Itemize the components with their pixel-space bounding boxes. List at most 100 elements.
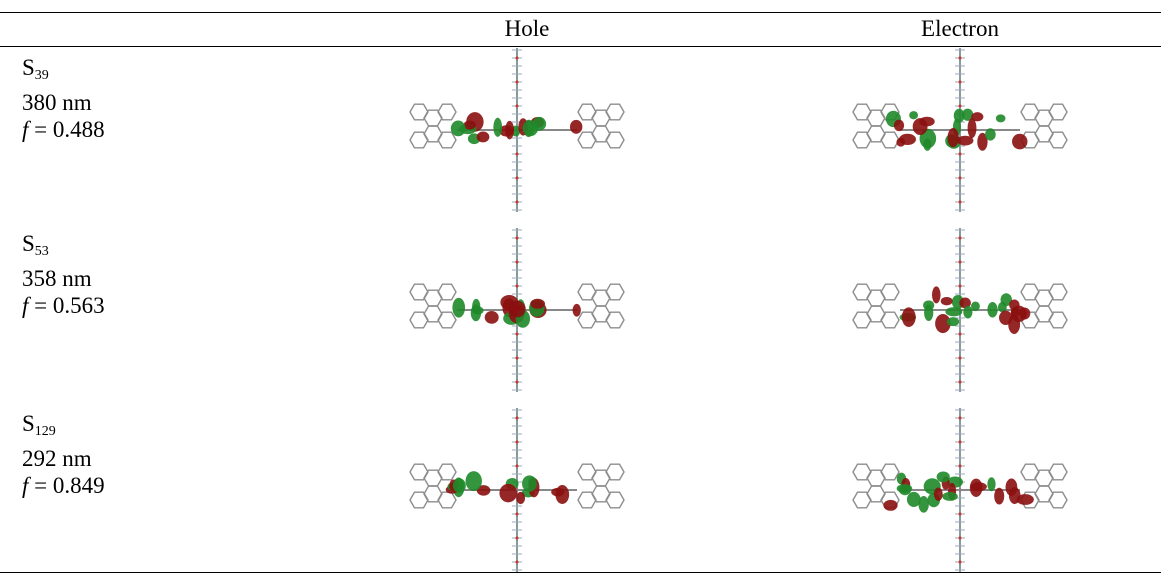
- ring: [867, 290, 885, 306]
- lobe: [923, 138, 931, 150]
- lobe: [452, 298, 465, 318]
- ring: [1035, 290, 1053, 306]
- atom: [959, 153, 962, 156]
- atom: [959, 561, 962, 564]
- atom: [516, 285, 519, 288]
- lobe: [1019, 307, 1030, 319]
- lobe: [957, 136, 973, 146]
- lobe: [499, 484, 517, 502]
- oscillator-value: = 0.563: [34, 293, 104, 318]
- ring: [438, 104, 456, 120]
- atom: [516, 201, 519, 204]
- lobe: [963, 306, 972, 319]
- page: Hole Electron S39380 nmf = 0.488S53358 n…: [0, 0, 1161, 574]
- ring: [1035, 470, 1053, 486]
- state-subscript: 53: [35, 244, 49, 259]
- ring: [578, 284, 596, 300]
- ring: [853, 492, 871, 508]
- oscillator-strength: f = 0.849: [22, 472, 105, 499]
- orbital-images: [0, 0, 1161, 574]
- ring: [410, 492, 428, 508]
- lobe: [530, 299, 545, 309]
- wavelength: 292 nm: [22, 445, 105, 472]
- atom: [516, 333, 519, 336]
- lobe: [897, 484, 913, 493]
- row-label: S53358 nmf = 0.563: [22, 230, 105, 319]
- ring: [410, 104, 428, 120]
- ring: [867, 486, 885, 502]
- ring: [438, 132, 456, 148]
- lobe: [902, 307, 916, 327]
- ring: [606, 312, 624, 328]
- lobe: [909, 111, 918, 119]
- ring: [424, 110, 442, 126]
- atom: [516, 465, 519, 468]
- ring: [438, 492, 456, 508]
- lobe: [471, 304, 481, 321]
- ring: [1049, 284, 1067, 300]
- state: S39: [22, 54, 105, 89]
- oscillator-symbol: f: [22, 473, 28, 498]
- state-letter: S: [22, 55, 35, 80]
- ring: [578, 312, 596, 328]
- lobe: [493, 118, 502, 137]
- atom: [959, 105, 962, 108]
- ring: [424, 126, 442, 142]
- ring: [592, 306, 610, 322]
- state-letter: S: [22, 411, 35, 436]
- ring: [410, 464, 428, 480]
- ring: [867, 110, 885, 126]
- atom: [959, 417, 962, 420]
- atom: [516, 153, 519, 156]
- atom: [516, 81, 519, 84]
- ring: [867, 470, 885, 486]
- ring: [578, 104, 596, 120]
- atom: [516, 441, 519, 444]
- ring: [1049, 312, 1067, 328]
- lobe: [971, 301, 980, 311]
- ring: [592, 110, 610, 126]
- lobe: [971, 482, 987, 491]
- lobe: [466, 471, 482, 491]
- lobe: [516, 492, 525, 504]
- ring: [853, 312, 871, 328]
- lobe: [509, 301, 526, 318]
- ring: [1049, 464, 1067, 480]
- atom: [959, 81, 962, 84]
- ring: [867, 126, 885, 142]
- state-subscript: 39: [35, 68, 49, 83]
- oscillator-strength: f = 0.488: [22, 116, 105, 143]
- lobe: [996, 114, 1006, 122]
- lobe: [485, 311, 499, 324]
- atom: [959, 333, 962, 336]
- ring: [1049, 104, 1067, 120]
- atom: [959, 57, 962, 60]
- atom: [516, 561, 519, 564]
- ring: [606, 132, 624, 148]
- state-letter: S: [22, 231, 35, 256]
- lobe: [941, 297, 953, 305]
- ring: [606, 464, 624, 480]
- atom: [959, 177, 962, 180]
- ring: [853, 284, 871, 300]
- ring: [438, 312, 456, 328]
- lobe: [918, 496, 928, 513]
- atom: [959, 357, 962, 360]
- lobe: [934, 487, 943, 500]
- ring: [578, 464, 596, 480]
- lobe: [477, 131, 490, 142]
- ring: [424, 470, 442, 486]
- ring: [1035, 306, 1053, 322]
- oscillator-strength: f = 0.563: [22, 292, 105, 319]
- atom: [959, 261, 962, 264]
- ring: [1049, 132, 1067, 148]
- ring: [853, 464, 871, 480]
- lobe: [994, 488, 1004, 505]
- lobe: [942, 492, 958, 501]
- lobe: [937, 471, 950, 482]
- ring: [881, 312, 899, 328]
- lobe: [883, 500, 897, 511]
- atom: [516, 357, 519, 360]
- atom: [959, 237, 962, 240]
